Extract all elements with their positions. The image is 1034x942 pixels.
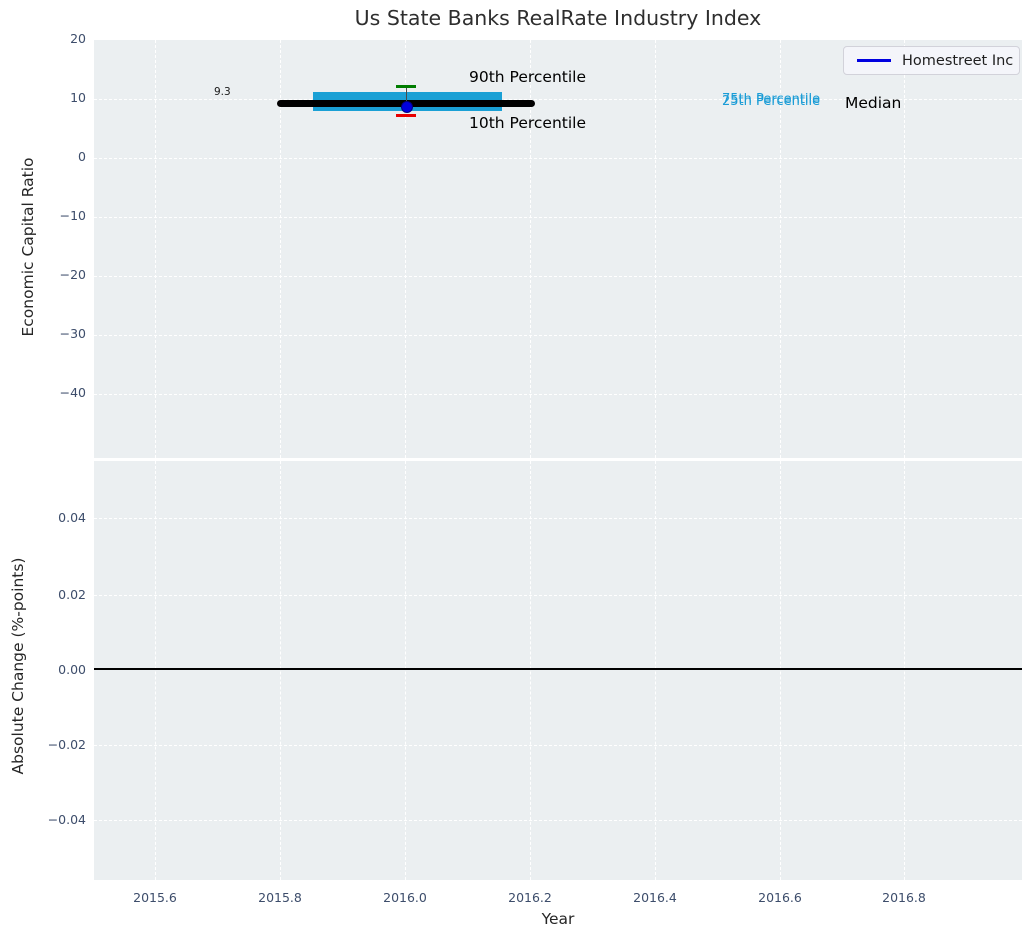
p90-annotation: 90th Percentile	[469, 68, 587, 86]
median-value-annotation: 9.3	[214, 86, 231, 98]
x-tick-label: 2016.6	[758, 890, 802, 905]
bottom-y-axis-label: Absolute Change (%-points)	[9, 557, 27, 775]
y-tick-label: −30	[59, 326, 86, 341]
x-tick-label: 2016.8	[882, 890, 926, 905]
gridline	[94, 99, 1022, 100]
gridline	[94, 518, 1022, 519]
gridline	[94, 335, 1022, 336]
gridline	[94, 820, 1022, 821]
legend-label: Homestreet Inc	[902, 52, 1014, 69]
y-tick-label: −0.02	[47, 737, 86, 752]
x-tick-label: 2016.4	[633, 890, 677, 905]
chart-title: Us State Banks RealRate Industry Index	[354, 6, 762, 30]
gridline	[155, 40, 156, 458]
x-tick-label: 2015.6	[133, 890, 177, 905]
gridline	[94, 595, 1022, 596]
legend: Homestreet Inc	[843, 46, 1020, 75]
gridline	[94, 158, 1022, 159]
gridline	[405, 461, 406, 880]
gridline	[530, 461, 531, 880]
p75-annotation: 75th Percentile	[722, 92, 821, 107]
gridline	[155, 461, 156, 880]
x-tick-label: 2016.2	[508, 890, 552, 905]
p10-annotation: 10th Percentile	[469, 114, 587, 132]
y-tick-label: −40	[59, 385, 86, 400]
gridline	[280, 40, 281, 458]
y-tick-label: 0.04	[58, 510, 86, 525]
legend-line-swatch	[857, 59, 891, 62]
x-tick-label: 2016.0	[383, 890, 427, 905]
zero-change-line	[94, 668, 1022, 670]
whisker-line	[405, 88, 407, 105]
gridline	[94, 276, 1022, 277]
gridline	[904, 40, 905, 458]
gridline	[94, 217, 1022, 218]
y-tick-label: 10	[70, 90, 86, 105]
top-axes: 9.3 90th Percentile 10th Percentile 75th…	[94, 40, 1022, 458]
median-label-annotation: Median	[845, 94, 902, 112]
gridline	[780, 461, 781, 880]
y-tick-label: 0	[78, 149, 86, 164]
top-y-axis-label: Economic Capital Ratio	[19, 157, 37, 337]
y-tick-label: 20	[70, 31, 86, 46]
y-tick-label: −10	[59, 208, 86, 223]
gridline	[780, 40, 781, 458]
x-axis-label: Year	[541, 910, 575, 928]
y-tick-label: −0.04	[47, 812, 86, 827]
gridline	[94, 394, 1022, 395]
y-tick-label: 0.02	[58, 587, 86, 602]
x-tick-label: 2015.8	[258, 890, 302, 905]
p90-marker	[396, 85, 416, 88]
homestreet-marker	[401, 101, 413, 113]
p25-annotation: 25th Percentile	[722, 94, 821, 109]
y-tick-label: −20	[59, 267, 86, 282]
gridline	[655, 461, 656, 880]
gridline	[405, 40, 406, 458]
gridline	[530, 40, 531, 458]
gridline	[655, 40, 656, 458]
gridline	[94, 745, 1022, 746]
bottom-axes	[94, 461, 1022, 880]
y-tick-label: 0.00	[58, 662, 86, 677]
p10-marker	[396, 114, 416, 117]
gridline	[904, 461, 905, 880]
gridline	[280, 461, 281, 880]
